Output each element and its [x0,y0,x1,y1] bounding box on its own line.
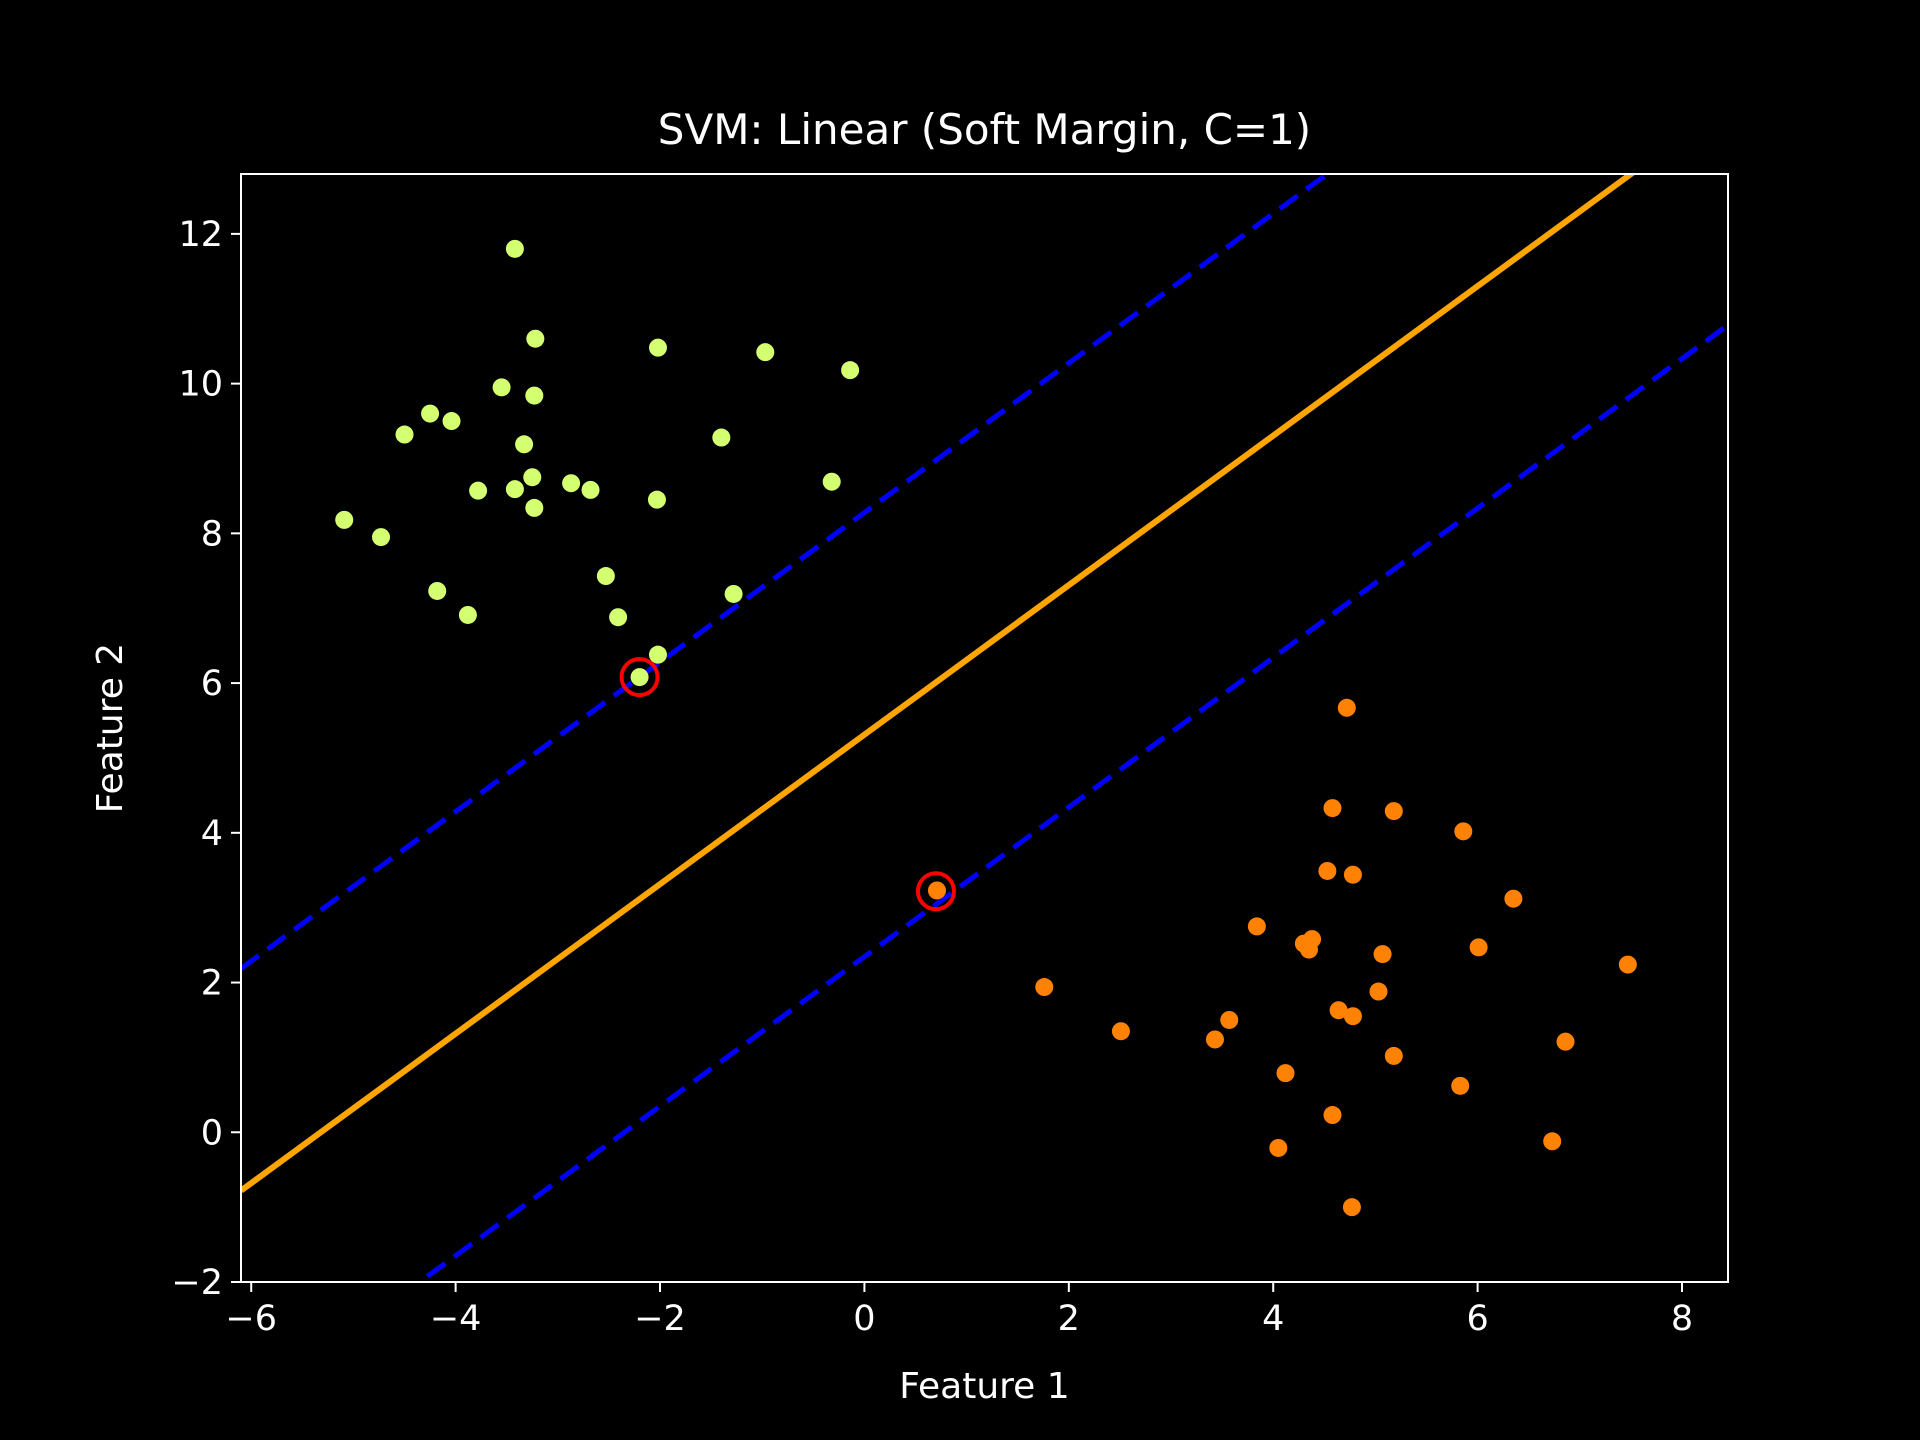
point-class-2-15 [1618,955,1637,974]
point-class-1-23 [596,567,615,586]
x-tick-label: 8 [1671,1299,1693,1339]
y-tick-label: 0 [201,1113,223,1153]
point-class-1-2 [526,329,545,348]
point-class-2-3 [1384,802,1403,821]
point-class-2-8 [1504,889,1523,908]
point-class-1-8 [421,404,440,423]
point-class-1-20 [822,472,841,491]
margin-line-2 [415,323,1728,1282]
point-class-2-25 [1276,1064,1295,1083]
point-class-1-7 [525,386,544,405]
point-class-2-14 [1373,945,1392,964]
point-class-1-27 [609,608,628,627]
point-class-2-16 [1035,978,1054,997]
axis-ticks: −6 −4 −2 0 2 4 6 8 −2 0 2 4 6 8 10 12 [171,215,1693,1339]
point-class-2-12 [1299,940,1318,959]
point-class-2-9 [1247,917,1266,936]
x-tick-label: 0 [853,1299,875,1339]
point-class-2-6 [1343,865,1362,884]
x-axis-label: Feature 1 [899,1366,1069,1407]
decision-boundary-line [241,174,1636,1194]
point-class-1-21 [335,510,354,529]
point-class-1-24 [428,581,447,600]
point-class-2-4 [1454,822,1473,841]
point-class-1-10 [395,425,414,444]
point-class-2-23 [1556,1032,1575,1051]
point-class-1-19 [525,498,544,517]
point-class-2-21 [1111,1022,1130,1041]
point-class-1-5 [841,361,860,380]
point-class-1-18 [647,490,666,509]
support-vector-2 [915,871,956,912]
y-tick-label: 12 [178,215,223,255]
y-tick-label: 8 [201,514,223,554]
point-class-2-17 [1369,982,1388,1001]
margin-line-1 [241,174,1332,971]
y-tick-label: 2 [201,964,223,1004]
x-tick-label: −2 [634,1299,686,1339]
x-tick-label: −6 [225,1299,277,1339]
point-class-1-4 [756,343,775,362]
point-class-2-30 [1342,1198,1361,1217]
point-class-1-25 [724,584,743,603]
y-tick-label: 6 [201,664,223,704]
point-class-2-1 [1337,698,1356,717]
x-tick-label: 6 [1466,1299,1488,1339]
point-class-2-28 [1269,1138,1288,1157]
point-class-1-12 [712,428,731,447]
point-class-2-7 [927,881,946,900]
y-tick-label: −2 [171,1263,223,1303]
point-class-2-29 [1543,1132,1562,1151]
point-class-2-2 [1323,799,1342,818]
point-class-1-13 [523,468,542,487]
point-class-2-18 [1329,1001,1348,1020]
plot-area [241,174,1728,1282]
x-tick-label: 4 [1262,1299,1284,1339]
point-class-2-19 [1343,1007,1362,1026]
chart-title: SVM: Linear (Soft Margin, C=1) [658,105,1311,154]
point-class-1-15 [581,480,600,499]
point-class-1-6 [492,378,511,397]
point-class-1-17 [505,480,524,499]
point-class-1-26 [458,605,477,624]
support-vector-1 [619,657,660,698]
point-class-1-28 [648,645,667,664]
point-class-2-20 [1220,1010,1239,1029]
y-tick-label: 10 [178,365,223,405]
x-tick-label: −4 [430,1299,482,1339]
point-class-1-3 [648,338,667,357]
point-class-2-27 [1323,1106,1342,1125]
point-class-2-26 [1451,1076,1470,1095]
point-class-1-11 [515,435,534,454]
point-class-1-9 [442,412,461,431]
point-class-1-16 [469,481,488,500]
axes-frame [240,173,1729,1283]
point-class-2-22 [1205,1030,1224,1049]
x-tick-label: 2 [1058,1299,1080,1339]
point-class-1-29 [630,668,649,687]
point-class-2-24 [1384,1046,1403,1065]
y-axis-label: Feature 2 [90,643,131,813]
point-class-1-1 [505,239,524,258]
y-tick-label: 4 [201,814,223,854]
point-class-1-14 [562,474,581,493]
point-class-2-5 [1318,861,1337,880]
point-class-2-13 [1469,938,1488,957]
point-class-1-22 [372,528,391,547]
